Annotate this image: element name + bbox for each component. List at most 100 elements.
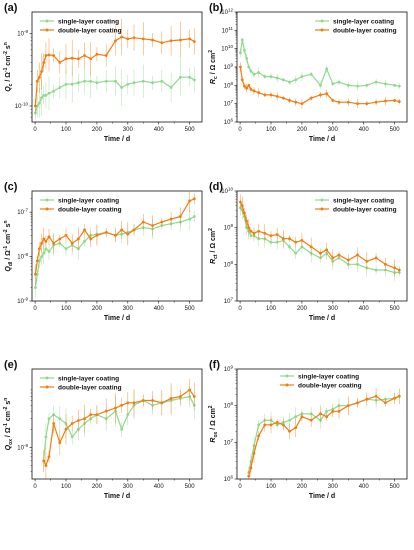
x-tick-label: 500 [185,306,196,312]
data-point-double [269,93,273,97]
data-point-double [275,420,279,424]
y-tick-label: 1011 [222,26,234,35]
data-point-double [275,233,279,236]
data-point-double [281,423,285,427]
data-point-double [42,459,46,463]
data-point-double [252,451,256,455]
data-point-double [120,35,124,39]
legend-marker-double [285,383,289,387]
data-point-double [374,100,378,104]
series-line-single [239,207,400,274]
data-point-double [34,272,37,276]
legend-label-single: single-layer coating [58,18,119,25]
data-point-double [95,413,99,417]
x-tick-label: 300 [328,306,339,312]
data-point-single [275,76,279,80]
data-point-single [89,79,93,83]
legend-marker-single [45,19,49,23]
data-point-single [257,71,261,74]
panel-label: (d) [209,181,223,193]
data-point-single [47,91,51,95]
x-tick-label: 100 [266,127,277,133]
panel-c: 0 100 200 300 400 500 10-9 10-8 10-7 (c) Time / d Q… [3,181,203,322]
x-tick-label: 0 [238,306,242,312]
legend: single-layer coating double-layer coating [40,18,122,34]
data-point-single [44,247,48,251]
data-point-double [169,217,173,221]
data-point-double [247,83,251,87]
data-point-double [38,247,41,251]
data-point-double [245,86,248,90]
data-point-double [337,409,341,413]
legend-marker-double [45,207,49,211]
data-point-single [76,81,80,85]
data-point-double [275,94,279,98]
data-point-single [281,78,285,82]
data-point-double [42,61,46,64]
data-point-single [114,79,117,83]
legend-label-double: double-layer coating [58,384,122,391]
data-point-double [192,395,196,398]
data-point-single [288,245,291,249]
data-point-double [35,259,39,263]
data-point-double [58,441,62,445]
data-point-double [383,262,387,266]
data-point-double [257,229,261,233]
data-point-double [132,228,136,232]
data-point-double [247,226,251,230]
series-line-single [239,39,400,87]
y-axis-label: Qc / Ω-1 cm-2 sn [3,42,14,92]
data-point-double [160,401,164,405]
y-tick-label: 10-10 [15,101,29,110]
data-point-single [192,78,196,82]
data-point-double [247,474,251,478]
x-tick-label: 100 [61,484,72,490]
data-point-single [257,423,261,427]
x-axis-label: Time / d [104,493,130,500]
x-axis-label: Time / d [104,315,130,322]
data-point-single [126,82,130,86]
legend-label-double: double-layer coating [333,27,397,34]
data-point-double [114,234,117,237]
data-point-double [120,403,124,407]
data-point-double [160,220,164,224]
series-line-single [248,395,400,473]
x-tick-label: 400 [154,306,165,312]
x-tick-label: 100 [266,484,277,490]
data-point-double [52,241,56,245]
x-tick-label: 500 [390,127,401,133]
data-point-double [288,99,291,102]
data-point-double [300,415,304,419]
y-tick-label: 10-9 [17,443,28,452]
panel-label: (e) [4,359,18,371]
data-point-double [58,237,62,241]
data-point-single [365,83,369,87]
y-tick-label: 1010 [221,187,233,196]
data-point-double [114,406,117,410]
data-point-double [239,200,242,204]
data-point-single [263,75,267,78]
legend: single-layer coating double-layer coating [40,375,122,391]
data-point-single [126,413,130,417]
data-point-double [240,204,244,207]
y-axis-label: Rc / Ω cm2 [208,50,219,84]
data-point-double [141,399,145,402]
x-tick-label: 100 [61,306,72,312]
data-point-double [89,237,93,241]
data-point-double [325,415,329,419]
data-point-single [188,75,192,79]
data-point-double [70,56,74,60]
data-point-single [397,84,401,88]
data-point-single [325,409,329,413]
data-point-double [356,102,359,106]
data-point-double [141,37,145,41]
y-axis-label: Qdl / Ω-1 cm-2 sn [3,220,14,271]
data-point-single [294,415,298,419]
x-tick-label: 400 [359,127,370,133]
data-point-double [44,54,48,57]
data-point-single [188,217,192,221]
data-point-double [294,426,298,430]
x-tick-label: 300 [123,127,134,133]
data-point-double [300,102,304,106]
data-point-double [64,427,68,431]
